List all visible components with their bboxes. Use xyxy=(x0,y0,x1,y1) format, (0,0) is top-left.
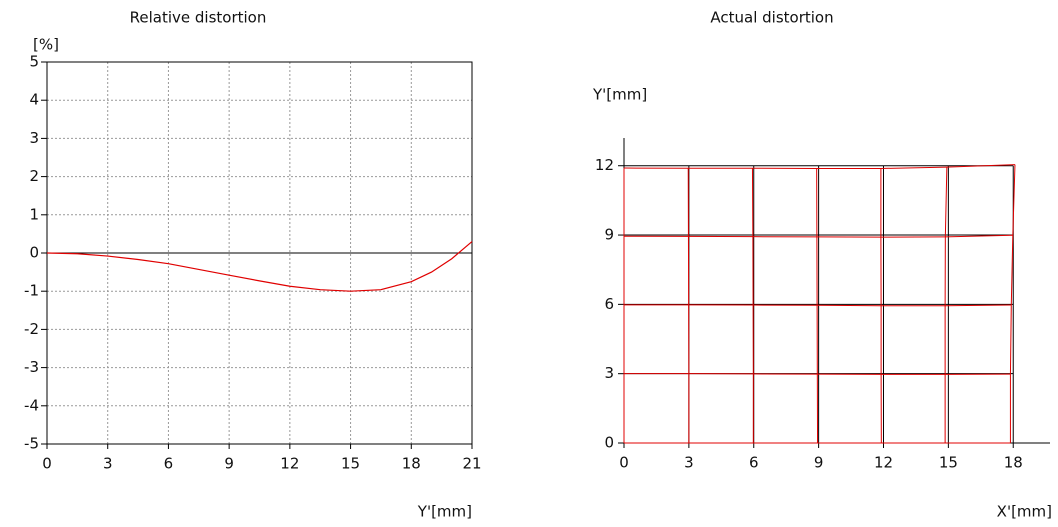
y-tick-label: -1 xyxy=(24,282,39,300)
distorted-column xyxy=(816,168,819,444)
x-tick-label: 15 xyxy=(939,454,958,472)
y-tick-label: -5 xyxy=(24,435,39,453)
x-tick-label: 18 xyxy=(1004,454,1023,472)
x-tick-label: 18 xyxy=(402,455,421,473)
distorted-column xyxy=(687,168,690,443)
chart-title: Actual distortion xyxy=(710,9,833,27)
distorted-column xyxy=(944,167,948,443)
y-tick-label: 3 xyxy=(29,129,39,147)
y-tick-label: 0 xyxy=(604,434,614,452)
distorted-row xyxy=(624,304,1012,307)
distorted-column xyxy=(1009,164,1016,443)
y-tick-label: 5 xyxy=(29,53,39,71)
x-tick-label: 6 xyxy=(164,455,174,473)
x-tick-label: 12 xyxy=(280,455,299,473)
distorted-column xyxy=(751,168,754,443)
y-tick-label: -3 xyxy=(24,358,39,376)
y-tick-label: 0 xyxy=(29,244,39,262)
y-tick-label: 6 xyxy=(604,295,614,313)
y-tick-label: -2 xyxy=(24,320,39,338)
y-tick-label: 12 xyxy=(595,156,614,174)
y-tick-label: -4 xyxy=(24,396,39,414)
y-axis-label: Y'[mm] xyxy=(592,86,647,104)
y-tick-label: 2 xyxy=(29,167,39,185)
x-tick-label: 9 xyxy=(224,455,234,473)
y-tick-label: 3 xyxy=(604,364,614,382)
x-tick-label: 6 xyxy=(749,454,759,472)
x-axis-label: X'[mm] xyxy=(997,503,1052,521)
chart-title: Relative distortion xyxy=(130,9,267,27)
x-tick-label: 21 xyxy=(462,455,481,473)
x-tick-label: 3 xyxy=(684,454,694,472)
x-tick-label: 12 xyxy=(874,454,893,472)
y-unit: [%] xyxy=(33,36,59,54)
distorted-row xyxy=(623,164,1015,169)
x-axis-label: Y'[mm] xyxy=(417,503,472,521)
x-tick-label: 9 xyxy=(814,454,824,472)
x-tick-label: 0 xyxy=(619,454,629,472)
y-tick-label: 9 xyxy=(604,226,614,244)
distortion-curve xyxy=(46,241,473,292)
x-tick-label: 0 xyxy=(42,455,52,473)
y-tick-label: 1 xyxy=(29,205,39,223)
y-tick-label: 4 xyxy=(29,91,39,109)
x-tick-label: 3 xyxy=(103,455,113,473)
x-tick-label: 15 xyxy=(341,455,360,473)
